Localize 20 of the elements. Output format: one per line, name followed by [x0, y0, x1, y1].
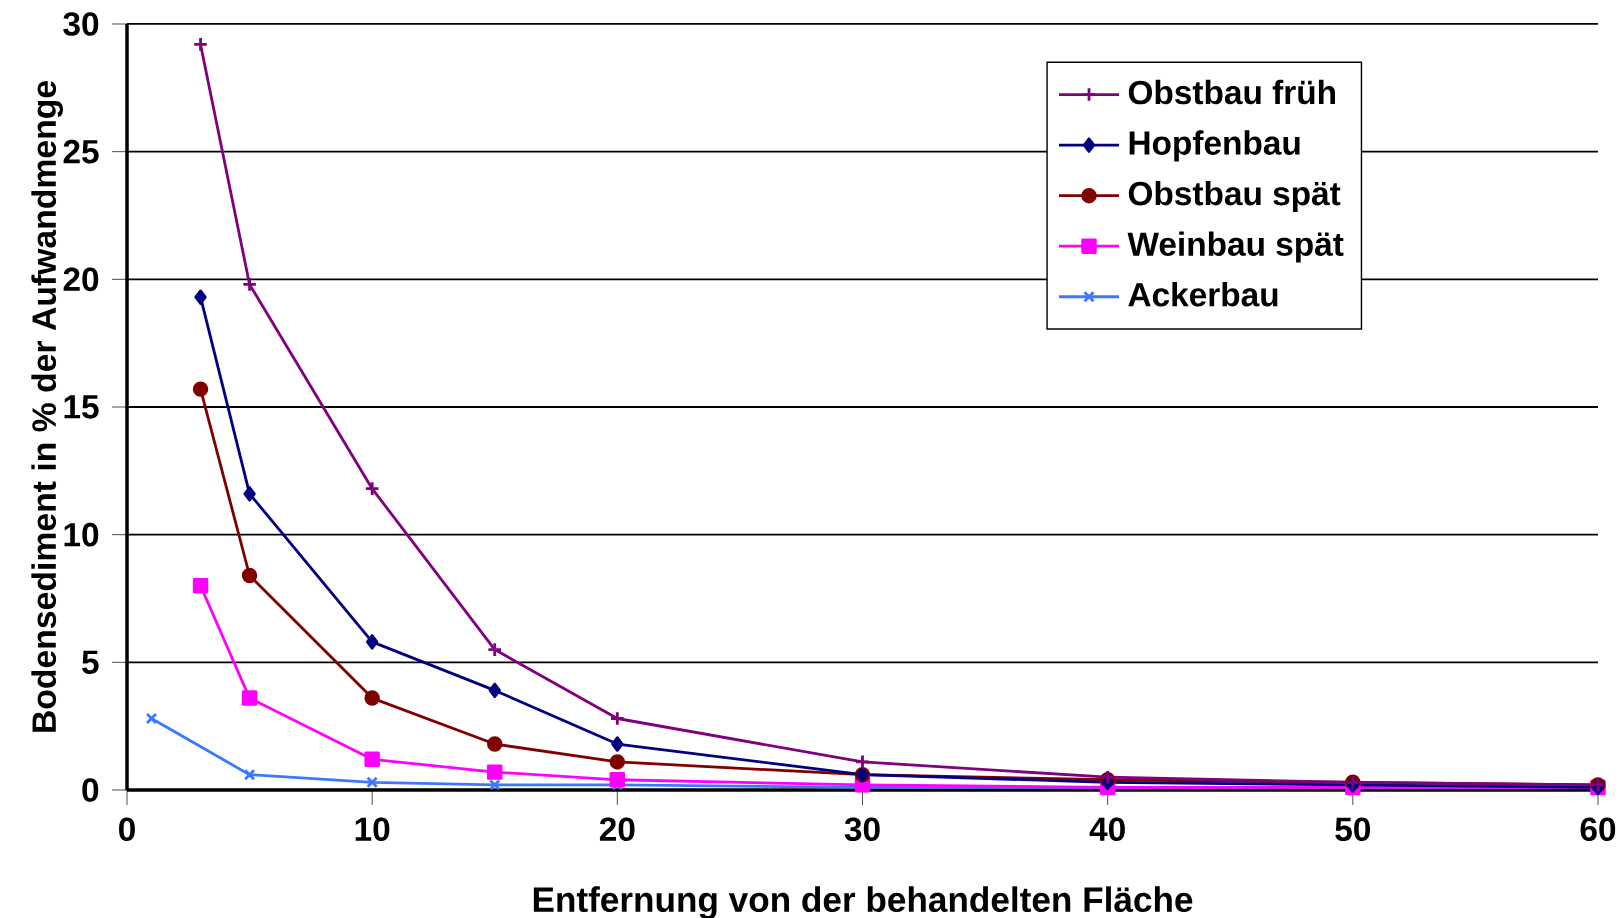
x-tick-label: 50 [1335, 817, 1371, 842]
y-axis-title: Bodensediment in % der Aufwandmenge [31, 81, 63, 732]
y-tick-label: 20 [63, 267, 99, 292]
y-tick-label: 30 [63, 12, 99, 36]
x-tick-label: 20 [599, 817, 635, 842]
y-tick-label: 5 [82, 650, 99, 674]
y-tick-label: 0 [82, 778, 99, 802]
legend-label: Obstbau früh [1128, 79, 1335, 105]
x-tick-label: 0 [119, 817, 135, 842]
legend-label: Hopfenbau [1129, 130, 1300, 162]
legend-label: Weinbau spät [1127, 231, 1344, 263]
y-tick-label: 10 [64, 522, 99, 547]
x-tick-label: 60 [1580, 817, 1616, 842]
y-tick-label: 15 [64, 395, 99, 419]
legend-label: Obstbau spät [1128, 180, 1341, 213]
legend-label: Ackerbau [1128, 282, 1278, 307]
y-tick-label: 25 [63, 139, 99, 164]
x-tick-label: 40 [1089, 817, 1125, 842]
x-tick-label: 30 [844, 817, 880, 842]
x-tick-label: 10 [355, 817, 390, 842]
